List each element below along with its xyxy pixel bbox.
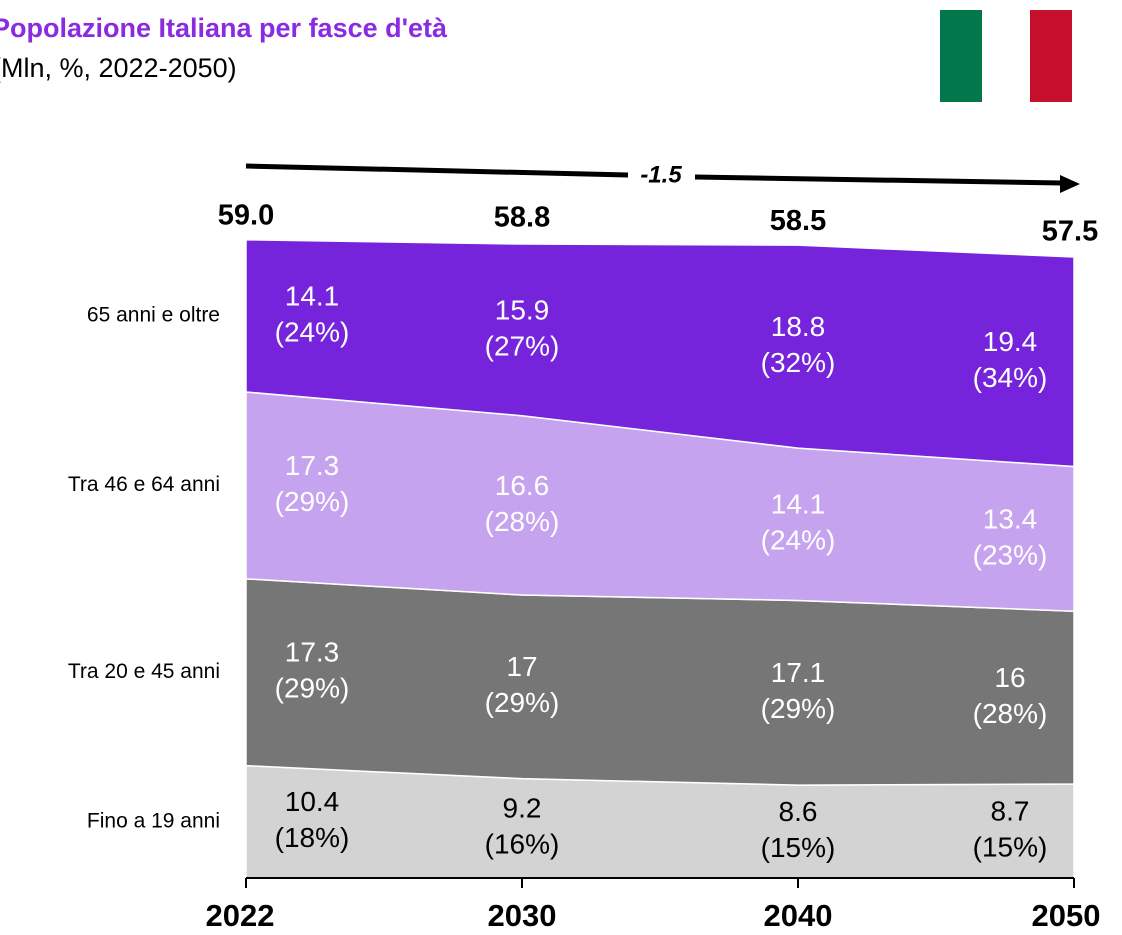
value-label: 17.3 [285, 450, 340, 481]
share-label: (15%) [973, 831, 1048, 862]
value-label: 8.7 [991, 795, 1030, 826]
share-label: (29%) [275, 486, 350, 517]
value-label: 17.1 [771, 657, 826, 688]
legend-label: Tra 20 e 45 anni [68, 660, 220, 683]
share-label: (16%) [485, 829, 560, 860]
x-tick-label: 2022 [206, 898, 275, 933]
share-label: (34%) [973, 362, 1048, 393]
share-label: (28%) [973, 698, 1048, 729]
legend-label: Fino a 19 anni [87, 809, 220, 832]
area [245, 578, 1075, 786]
area [245, 238, 1075, 468]
flag-red [1030, 10, 1072, 102]
annotation: -1.5 [640, 161, 682, 188]
share-label: (28%) [485, 506, 560, 537]
share-label: (32%) [761, 347, 836, 378]
x-tick-label: 2050 [1032, 898, 1101, 933]
share-label: (29%) [761, 693, 836, 724]
share-label: (24%) [761, 525, 836, 556]
value-label: 13.4 [983, 503, 1038, 534]
chart-subtitle: (Mln, %, 2022-2050) [0, 53, 237, 83]
share-label: (15%) [761, 832, 836, 863]
value-label: 15.9 [495, 294, 550, 325]
value-label: 19.4 [983, 326, 1038, 357]
arrow-line [694, 174, 1063, 186]
flag-green [940, 10, 982, 102]
value-label: 16.6 [495, 470, 550, 501]
value-label: 10.4 [285, 786, 340, 817]
legend-label: Tra 46 e 64 anni [68, 473, 220, 496]
share-label: (29%) [485, 687, 560, 718]
value-label: 14.1 [285, 280, 340, 311]
value-label: 14.1 [771, 489, 826, 520]
total-label: 58.8 [494, 202, 550, 234]
value-label: 8.6 [779, 796, 818, 827]
x-tick-label: 2030 [488, 898, 557, 933]
chart-title: Popolazione Italiana per fasce d'età [0, 13, 448, 43]
share-label: (23%) [973, 539, 1048, 570]
value-label: 16 [994, 662, 1025, 693]
legend-label: 65 anni e oltre [87, 303, 220, 326]
share-label: (24%) [275, 316, 350, 347]
value-label: 18.8 [771, 311, 826, 342]
share-label: (18%) [275, 822, 350, 853]
share-label: (29%) [275, 673, 350, 704]
value-label: 17.3 [285, 637, 340, 668]
arrow-line [245, 163, 629, 178]
total-label: 57.5 [1042, 216, 1098, 248]
share-label: (27%) [485, 330, 560, 361]
total-label: 59.0 [218, 199, 274, 231]
value-label: 9.2 [503, 793, 542, 824]
value-label: 17 [506, 651, 537, 682]
x-tick-label: 2040 [764, 898, 833, 933]
total-label: 58.5 [770, 205, 826, 237]
arrow-head [1060, 175, 1080, 193]
